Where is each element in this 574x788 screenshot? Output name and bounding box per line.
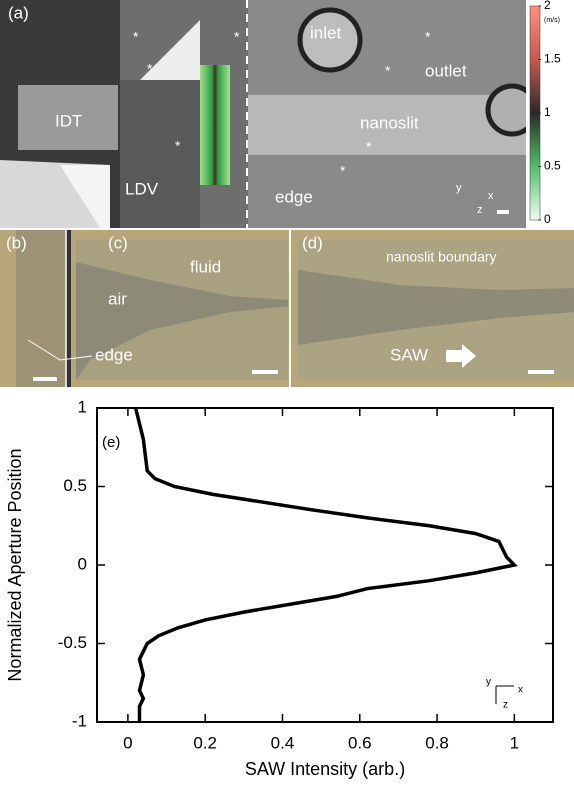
region <box>120 20 200 80</box>
y-tick-label: -1 <box>72 711 87 730</box>
panel-label: (c) <box>108 233 128 252</box>
x-axis-label: SAW Intensity (arb.) <box>245 759 405 779</box>
edge-wall <box>66 230 71 387</box>
air-region <box>76 262 288 380</box>
label-air: air <box>108 289 127 308</box>
label-inlet: inlet <box>310 23 341 42</box>
label-nanoslit: nanoslit <box>360 113 419 132</box>
x-tick-label: 0 <box>123 733 132 752</box>
asterisk: * <box>147 61 153 77</box>
colorbar-tick-label: 1.5 <box>544 52 561 66</box>
y-tick-label: 1 <box>78 397 87 416</box>
profile-line <box>133 407 518 722</box>
label-fluid: fluid <box>190 257 221 276</box>
asterisk: * <box>385 63 391 79</box>
panel-a: (a) IDT LDV edge inlet outlet nanoslit *… <box>0 0 574 228</box>
scale-bar <box>528 370 554 374</box>
air-region <box>298 270 574 345</box>
axis-z: z <box>477 204 483 216</box>
y-tick-label: 0.5 <box>63 476 87 495</box>
axis-y: y <box>456 182 462 194</box>
x-tick-label: 0.4 <box>271 733 295 752</box>
scale-bar <box>33 377 57 381</box>
y-axis-label: Normalized Aperture Position <box>5 448 25 681</box>
saw-arrow <box>446 344 476 368</box>
panels-bcd: (b) (c) air fluid edge (d) nanoslit boun… <box>0 230 574 387</box>
colorbar-tick-label: 1 <box>544 105 551 119</box>
label-boundary: nanoslit boundary <box>386 249 497 265</box>
scale-bar <box>497 210 509 214</box>
asterisk: * <box>133 29 139 45</box>
asterisk: * <box>175 138 181 154</box>
colorbar-tick-label: 2 <box>544 0 551 12</box>
asterisk: * <box>234 29 240 45</box>
label-outlet: outlet <box>425 61 467 80</box>
region <box>60 165 110 228</box>
panel-label: (b) <box>6 233 27 252</box>
pointer <box>27 339 93 361</box>
x-tick-label: 0.6 <box>348 733 372 752</box>
nanoslit-band <box>248 95 526 155</box>
ldv-scan <box>200 65 230 185</box>
colorbar-tick-label: 0.5 <box>544 159 561 173</box>
axis-x: x <box>488 190 494 202</box>
colorbar-tick-label: 0 <box>544 212 551 226</box>
label-idt: IDT <box>55 111 82 130</box>
label-edge: edge <box>95 345 133 364</box>
inlet-port <box>297 7 363 73</box>
axis-z: z <box>503 700 508 711</box>
panel-label: (e) <box>102 434 120 451</box>
x-tick-label: 1 <box>510 733 519 752</box>
scale-bar <box>252 370 278 374</box>
x-tick-label: 0.8 <box>425 733 449 752</box>
region <box>16 230 66 387</box>
y-tick-label: 0 <box>78 554 87 573</box>
label-edge: edge <box>275 187 313 206</box>
axis-x: x <box>518 685 523 696</box>
axis-y: y <box>486 677 491 688</box>
x-tick-label: 0.2 <box>193 733 217 752</box>
colorbar-unit: (m/s) <box>544 17 560 24</box>
label-saw: SAW <box>390 345 428 364</box>
asterisk: * <box>425 29 431 45</box>
asterisk: * <box>366 139 372 155</box>
panel-label: (a) <box>8 3 29 22</box>
panel-label: (d) <box>302 233 323 252</box>
label-ldv: LDV <box>125 179 159 198</box>
region <box>120 80 200 228</box>
y-tick-label: -0.5 <box>58 633 87 652</box>
asterisk: * <box>340 163 346 179</box>
idt-fingers <box>18 85 118 150</box>
plot-frame <box>96 407 554 723</box>
